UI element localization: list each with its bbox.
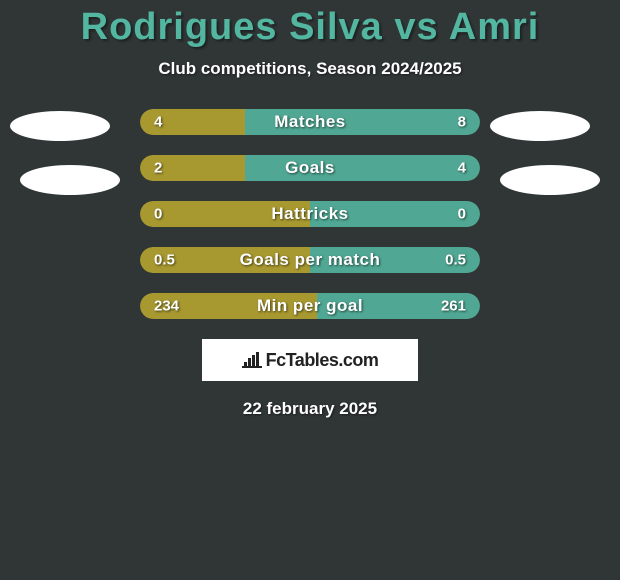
page-title: Rodrigues Silva vs Amri bbox=[0, 0, 620, 49]
logo: FcTables.com bbox=[242, 350, 379, 371]
stat-label: Min per goal bbox=[140, 296, 480, 316]
stat-row: 24Goals bbox=[140, 155, 480, 181]
stat-row: 48Matches bbox=[140, 109, 480, 135]
decorative-oval bbox=[20, 165, 120, 195]
subtitle: Club competitions, Season 2024/2025 bbox=[0, 59, 620, 79]
stat-row: 0.50.5Goals per match bbox=[140, 247, 480, 273]
stat-row: 234261Min per goal bbox=[140, 293, 480, 319]
stat-label: Goals per match bbox=[140, 250, 480, 270]
decorative-oval bbox=[500, 165, 600, 195]
decorative-oval bbox=[10, 111, 110, 141]
stat-label: Matches bbox=[140, 112, 480, 132]
stat-label: Goals bbox=[140, 158, 480, 178]
stat-row: 00Hattricks bbox=[140, 201, 480, 227]
logo-box: FcTables.com bbox=[202, 339, 418, 381]
bar-chart-icon bbox=[242, 352, 262, 368]
stat-label: Hattricks bbox=[140, 204, 480, 224]
comparison-chart: 48Matches 24Goals 00Hattricks 0.50.5Goals p… bbox=[0, 109, 620, 319]
date-label: 22 february 2025 bbox=[0, 399, 620, 419]
logo-text: FcTables.com bbox=[266, 350, 379, 371]
decorative-oval bbox=[490, 111, 590, 141]
